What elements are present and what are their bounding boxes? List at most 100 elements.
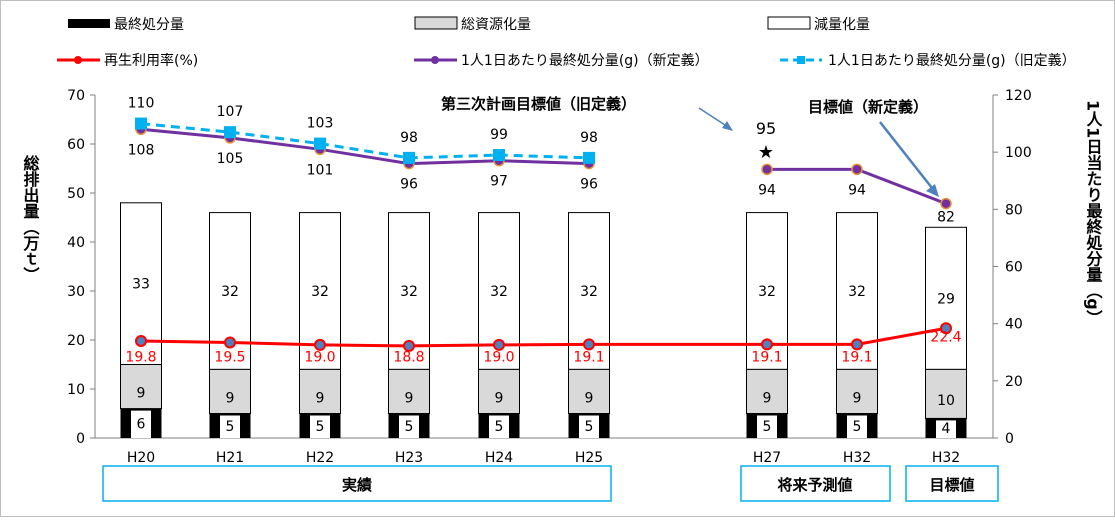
old-target-value: 95 — [756, 119, 776, 138]
point-new-def — [851, 163, 863, 176]
star-icon: ★ — [758, 142, 774, 163]
bar-final-disposal-label-bg — [220, 415, 240, 438]
label-new-def: 108 — [128, 142, 155, 158]
point-rate — [224, 336, 236, 349]
y-ticks-left: 0 10 20 30 40 50 60 70 — [67, 88, 95, 447]
bar-label-reduction: 32 — [311, 284, 329, 300]
point-rate — [940, 322, 952, 335]
legend-item-resource: 総資源化量 — [414, 16, 531, 33]
y2-tick-label: 80 — [1005, 202, 1023, 218]
point-rate — [403, 339, 415, 352]
bar-resource — [746, 368, 788, 414]
x-tick-labels: H20 H21 H22 H23 H24 H25 H27 H32 H32 — [127, 450, 960, 466]
y2-tick-label: 100 — [1005, 145, 1032, 161]
y2-tick-label: 0 — [1005, 431, 1014, 447]
bar-label-resource: 9 — [495, 390, 504, 406]
x-tick-label: H27 — [753, 450, 781, 466]
y-tick-label: 0 — [76, 431, 85, 447]
bar-label-resource: 9 — [137, 386, 146, 402]
point-rate — [761, 338, 773, 351]
bar-label-resource: 9 — [763, 390, 772, 406]
bar-label-resource: 9 — [585, 390, 594, 406]
bar-final-disposal-label-bg — [757, 415, 777, 438]
line-old-def — [140, 122, 590, 160]
point-rate — [583, 338, 595, 351]
label-new-def: 94 — [758, 182, 776, 198]
point-rate — [314, 338, 326, 351]
y-tick-label: 40 — [67, 235, 85, 251]
bar-label-reduction: 32 — [758, 284, 776, 300]
label-old-def: 107 — [217, 104, 244, 120]
bar-label-final-disposal: 5 — [226, 419, 235, 435]
bar-label-reduction: 32 — [400, 284, 418, 300]
point-new-def — [940, 197, 952, 210]
label-rate: 22.4 — [930, 330, 961, 346]
legend-swatch-reduction — [767, 16, 811, 30]
label-new-def: 94 — [848, 182, 866, 198]
label-rate: 19.0 — [304, 350, 335, 366]
x-tick-label: H32 — [932, 450, 960, 466]
label-rate: 19.8 — [125, 350, 156, 366]
axes: 0 10 20 30 40 50 60 70 0 20 40 60 80 100 120 — [67, 88, 1032, 447]
label-new-def: 96 — [400, 177, 418, 193]
legend-item-final-disposal: 最終処分量 — [68, 17, 184, 33]
bar-final-disposal-label-bg — [310, 415, 330, 438]
bar-label-resource: 9 — [853, 390, 862, 406]
legend-marker-old-def — [797, 56, 805, 64]
label-old-def: 99 — [490, 127, 508, 143]
bar-label-resource: 9 — [405, 390, 414, 406]
label-old-def: 98 — [400, 130, 418, 146]
x-tick-label: H25 — [575, 450, 603, 466]
point-old-def — [224, 126, 236, 139]
label-old-def: 103 — [307, 116, 334, 132]
old-target-label: 第三次計画目標値（旧定義） — [441, 95, 636, 113]
y-tick-label: 60 — [67, 137, 85, 153]
bar-resource — [925, 368, 967, 419]
bar-resource — [388, 368, 430, 414]
point-old-def — [403, 151, 415, 164]
group-box-actual — [102, 465, 612, 502]
bar-final-disposal-label-bg — [489, 415, 509, 438]
bar-final-disposal-label-bg — [399, 415, 419, 438]
legend-label-new-def: 1人1日あたり最終処分量(g)（新定義） — [461, 52, 709, 69]
label-old-def: 110 — [128, 96, 155, 112]
line-new-def-actual — [140, 127, 590, 166]
bar-label-resource: 9 — [316, 390, 325, 406]
new-target-arrowhead — [926, 184, 939, 197]
bar-label-resource: 10 — [937, 393, 955, 409]
label-new-def: 105 — [217, 151, 244, 167]
x-tick-label: H24 — [485, 450, 513, 466]
y-tick-label: 70 — [67, 88, 85, 104]
bar-label-reduction: 32 — [221, 284, 239, 300]
group-box-forecast — [740, 465, 891, 502]
bar-resource — [299, 368, 341, 414]
point-old-def — [135, 117, 147, 130]
label-rate: 19.1 — [573, 350, 604, 366]
label-new-def: 101 — [307, 162, 334, 178]
bar-label-reduction: 29 — [937, 291, 955, 307]
new-target-label: 目標値（新定義） — [808, 98, 928, 116]
point-rate — [135, 334, 147, 347]
y2-tick-label: 120 — [1005, 88, 1032, 104]
bar-label-final-disposal: 5 — [585, 419, 594, 435]
legend-label-rate: 再生利用率(%) — [104, 52, 198, 69]
legend-label-resource: 総資源化量 — [461, 17, 531, 33]
bar-reduction — [925, 226, 967, 370]
y2-axis-title: 1人1日当たり最終処分量（g） — [1084, 100, 1103, 326]
bar-final-disposal-label-bg — [936, 420, 956, 438]
label-new-def: 97 — [490, 174, 508, 190]
legend-marker-rate — [74, 56, 82, 64]
point-old-def — [493, 149, 505, 162]
x-tick-label: H21 — [216, 450, 244, 466]
legend-label-reduction: 減量化量 — [814, 16, 870, 33]
bar-final-disposal-label-bg — [847, 415, 867, 438]
bar-label-final-disposal: 5 — [763, 419, 772, 435]
y-tick-label: 10 — [67, 382, 85, 398]
bar-label-reduction: 32 — [580, 284, 598, 300]
x-tick-label: H23 — [395, 450, 423, 466]
label-new-def: 96 — [580, 177, 598, 193]
bar-label-final-disposal: 5 — [405, 419, 414, 435]
annotations: 第三次計画目標値（旧定義） 95 ★ 目標値（新定義） — [441, 95, 939, 197]
group-boxes: 実績 将来予測値 目標値 — [102, 465, 999, 502]
